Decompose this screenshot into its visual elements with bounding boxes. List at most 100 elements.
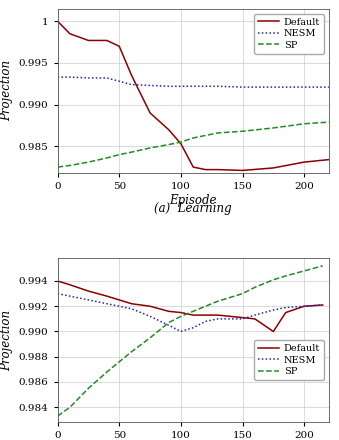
Default [253,316,257,322]
Default [148,110,152,116]
Line: NESM: NESM [58,77,329,87]
Default [86,289,91,294]
SP [179,139,183,145]
SP [203,304,207,309]
Default [203,167,207,172]
NESM [240,84,244,90]
Default [191,312,195,318]
Default [271,165,275,171]
NESM [68,74,72,80]
Default [105,38,109,43]
NESM [129,306,134,312]
Default [216,167,220,172]
SP [179,314,183,319]
SP [129,150,134,155]
NESM [117,304,121,309]
NESM [271,84,275,90]
SP [166,320,171,325]
SP [271,277,275,282]
NESM [105,301,109,306]
NESM [191,84,195,89]
Default [129,301,134,306]
Default [129,73,134,78]
NESM [179,329,183,334]
SP [117,359,121,364]
Y-axis label: Projection: Projection [0,60,13,121]
Default [203,312,207,318]
SP [203,133,207,138]
SP [191,135,195,140]
NESM [216,316,220,322]
Default [240,168,244,173]
NESM [105,75,109,81]
SP [302,268,306,274]
NESM [68,293,72,299]
Text: (a)  Learning: (a) Learning [155,202,232,215]
NESM [129,82,134,87]
X-axis label: Episode: Episode [170,194,217,207]
NESM [327,84,331,90]
Default [327,157,331,162]
Default [86,38,91,43]
SP [56,165,60,170]
Legend: Default, NESM, SP: Default, NESM, SP [254,14,324,54]
SP [166,142,171,147]
NESM [203,319,207,324]
NESM [86,297,91,303]
NESM [179,84,183,89]
NESM [166,323,171,328]
NESM [148,83,152,88]
Default [321,302,325,308]
Default [117,44,121,49]
Default [302,159,306,165]
SP [321,263,325,268]
Line: Default: Default [58,281,323,331]
Line: Default: Default [58,21,329,170]
NESM [117,79,121,84]
SP [105,369,109,374]
SP [86,386,91,391]
SP [302,121,306,126]
NESM [240,316,244,322]
Default [302,304,306,309]
SP [129,349,134,354]
SP [327,120,331,125]
Line: NESM: NESM [58,293,323,331]
Default [216,312,220,318]
Default [179,141,183,147]
SP [148,145,152,150]
SP [191,308,195,314]
Default [148,304,152,309]
SP [240,291,244,296]
SP [56,414,60,419]
NESM [86,75,91,81]
Default [271,329,275,334]
NESM [271,308,275,313]
SP [148,335,152,341]
SP [68,163,72,168]
Default [179,310,183,315]
NESM [56,74,60,80]
NESM [203,84,207,89]
Default [56,279,60,284]
SP [240,128,244,134]
Default [105,293,109,299]
Legend: Default, NESM, SP: Default, NESM, SP [254,340,324,380]
NESM [302,84,306,90]
SP [253,285,257,290]
NESM [302,304,306,309]
SP [86,159,91,165]
SP [284,273,288,279]
SP [117,152,121,157]
Default [166,308,171,314]
Line: SP: SP [58,266,323,416]
NESM [253,312,257,318]
Line: SP: SP [58,122,329,167]
Default [117,297,121,303]
NESM [148,314,152,319]
NESM [191,325,195,330]
NESM [321,302,325,308]
SP [105,155,109,161]
Default [191,165,195,170]
SP [216,299,220,304]
